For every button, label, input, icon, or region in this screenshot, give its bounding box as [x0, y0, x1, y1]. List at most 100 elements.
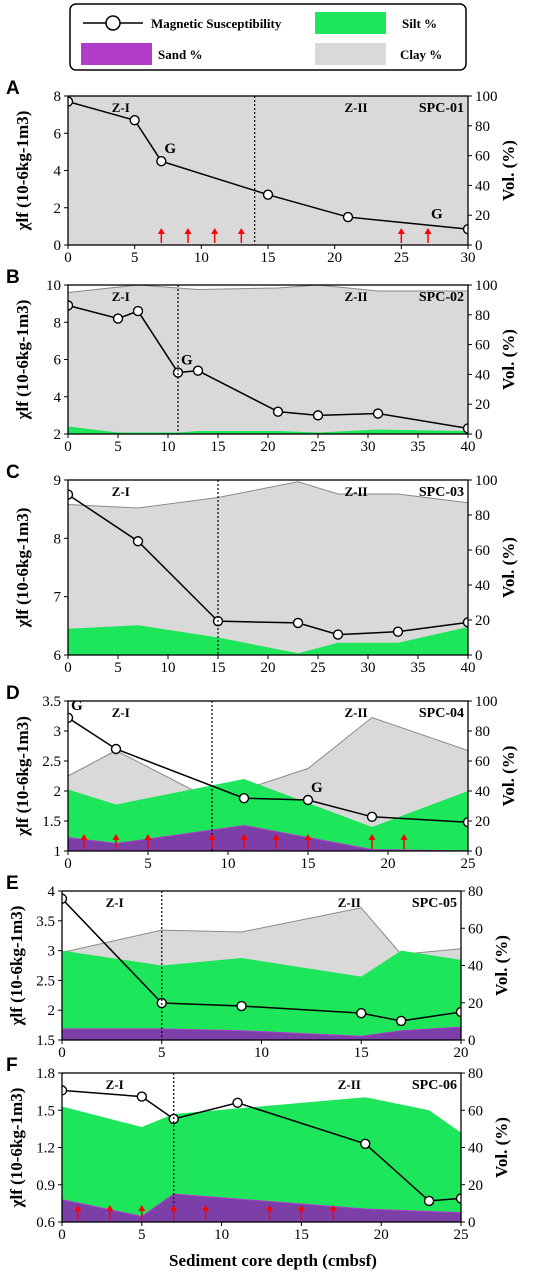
ms-series-line	[68, 100, 468, 230]
sample-arrow-head	[368, 834, 376, 840]
ms-data-point	[395, 1015, 407, 1027]
y-left-tick-label: 3.5	[36, 914, 55, 930]
legend-magnetic-marker	[105, 15, 121, 31]
y-left-tick-label: 2.5	[42, 754, 61, 770]
g-marker-label: G	[311, 780, 323, 796]
zone-label: Z-I	[106, 895, 124, 910]
ms-data-point	[68, 712, 74, 723]
ms-data-point	[423, 1195, 435, 1207]
x-tick-label: 5	[131, 250, 139, 266]
zone-label: Z-II	[344, 705, 367, 720]
x-tick-label: 20	[454, 1045, 469, 1061]
silt-area	[62, 1097, 461, 1222]
sample-arrow-head	[240, 834, 248, 840]
sample-arrow-head	[106, 1205, 114, 1211]
y-right-tick-label: 40	[475, 367, 490, 383]
x-tick-label: 25	[461, 856, 476, 872]
y-left-tick-label: 1.8	[36, 1066, 55, 1082]
y-right-tick-label: 60	[475, 754, 490, 770]
ms-data-point	[392, 626, 404, 637]
y-right-tick-label: 60	[468, 1103, 483, 1119]
y-right-tick-label: 80	[468, 884, 483, 900]
y-right-tick-label: 80	[475, 308, 490, 324]
sample-arrow-head	[184, 228, 192, 234]
ms-data-point	[110, 743, 122, 755]
zone-label: Z-II	[338, 895, 361, 910]
panel-d: 0 5 10 15 20 25 1 1.5 2 2.5 3 3.5 0 20 40 60 80 100 D SPC-0…	[6, 683, 518, 872]
sample-arrow-head	[74, 1205, 82, 1211]
y-left-axis-title: χlf (10-6kg-1m3)	[7, 906, 26, 1027]
x-tick-label: 30	[361, 660, 376, 676]
zone-label: Z-II	[344, 484, 367, 499]
y-right-tick-label: 60	[475, 149, 490, 165]
zone-label: Z-II	[338, 1077, 361, 1092]
ms-data-point	[462, 423, 468, 434]
y-right-tick-label: 40	[475, 178, 490, 194]
sample-arrow-head	[144, 834, 152, 840]
y-right-tick-label: 40	[468, 959, 483, 975]
g-marker-label: G	[164, 141, 176, 157]
x-tick-label: 0	[64, 250, 72, 266]
ms-data-point	[62, 893, 68, 904]
x-tick-label: 10	[194, 250, 209, 266]
plot-area	[68, 481, 468, 655]
y-left-tick-label: 3	[54, 724, 62, 740]
ms-data-point	[356, 1007, 367, 1019]
y-right-tick-label: 80	[475, 724, 490, 740]
ms-data-point	[462, 223, 468, 235]
silt-area	[68, 625, 468, 655]
y-left-tick-label: 3.5	[42, 694, 61, 710]
y-right-axis-title: Vol. (%)	[499, 140, 518, 201]
x-tick-label: 25	[454, 1227, 469, 1243]
ms-data-point	[232, 1097, 243, 1109]
zone-label: Z-I	[112, 289, 130, 304]
core-label: SPC-04	[419, 706, 464, 721]
y-left-tick-label: 6	[54, 648, 62, 664]
ms-data-point	[332, 629, 344, 640]
plot-area	[68, 712, 468, 851]
clay-area	[68, 285, 468, 434]
plot-area	[62, 893, 461, 1040]
panel-letter: D	[6, 683, 20, 704]
x-tick-label: 5	[144, 856, 152, 872]
sample-arrow-head	[329, 1205, 337, 1211]
y-right-tick-label: 40	[475, 784, 490, 800]
core-label: SPC-02	[419, 290, 464, 305]
plot-area	[68, 96, 468, 245]
y-left-tick-label: 10	[46, 278, 61, 294]
y-left-axis-title: χlf (10-6kg-1m3)	[13, 508, 32, 629]
ms-data-point	[68, 489, 74, 500]
y-right-tick-label: 0	[475, 238, 483, 254]
sample-arrow-head	[208, 834, 216, 840]
y-left-tick-label: 0	[54, 238, 62, 254]
sample-arrow-head	[424, 228, 432, 234]
y-left-axis-title: χlf (10-6kg-1m3)	[13, 300, 32, 421]
ms-data-point	[455, 1006, 461, 1018]
y-left-tick-label: 1.5	[36, 1033, 55, 1049]
y-right-axis-title: Vol. (%)	[499, 537, 518, 598]
ms-data-point	[238, 793, 250, 804]
x-tick-label: 5	[114, 439, 122, 455]
ms-data-point	[156, 155, 167, 167]
y-right-axis-title: Vol. (%)	[499, 746, 518, 807]
y-right-tick-label: 20	[475, 613, 490, 629]
sample-arrow-head	[112, 834, 120, 840]
y-left-tick-label: 1.2	[36, 1141, 55, 1157]
y-left-tick-label: 2	[54, 201, 62, 217]
ms-data-point	[192, 365, 204, 376]
y-right-tick-label: 20	[475, 208, 490, 224]
panel-b: 0 5 10 15 20 25 30 35 40246810020406080100BSPC-0…	[6, 267, 518, 455]
y-left-tick-label: 1.5	[36, 1103, 55, 1119]
y-left-tick-label: 0.6	[36, 1215, 55, 1231]
zone-label: Z-II	[344, 100, 367, 115]
y-right-tick-label: 100	[475, 473, 498, 489]
y-left-tick-label: 4	[48, 884, 56, 900]
x-axis-title: Sediment core depth (cmbsf)	[169, 1251, 377, 1270]
ms-data-point	[360, 1138, 371, 1149]
y-right-tick-label: 0	[468, 1033, 476, 1049]
silt-area	[68, 426, 468, 434]
g-marker-label: G	[181, 353, 193, 369]
y-left-tick-label: 1.5	[42, 814, 61, 830]
y-right-axis-title: Vol. (%)	[499, 329, 518, 390]
x-tick-label: 0	[64, 660, 72, 676]
